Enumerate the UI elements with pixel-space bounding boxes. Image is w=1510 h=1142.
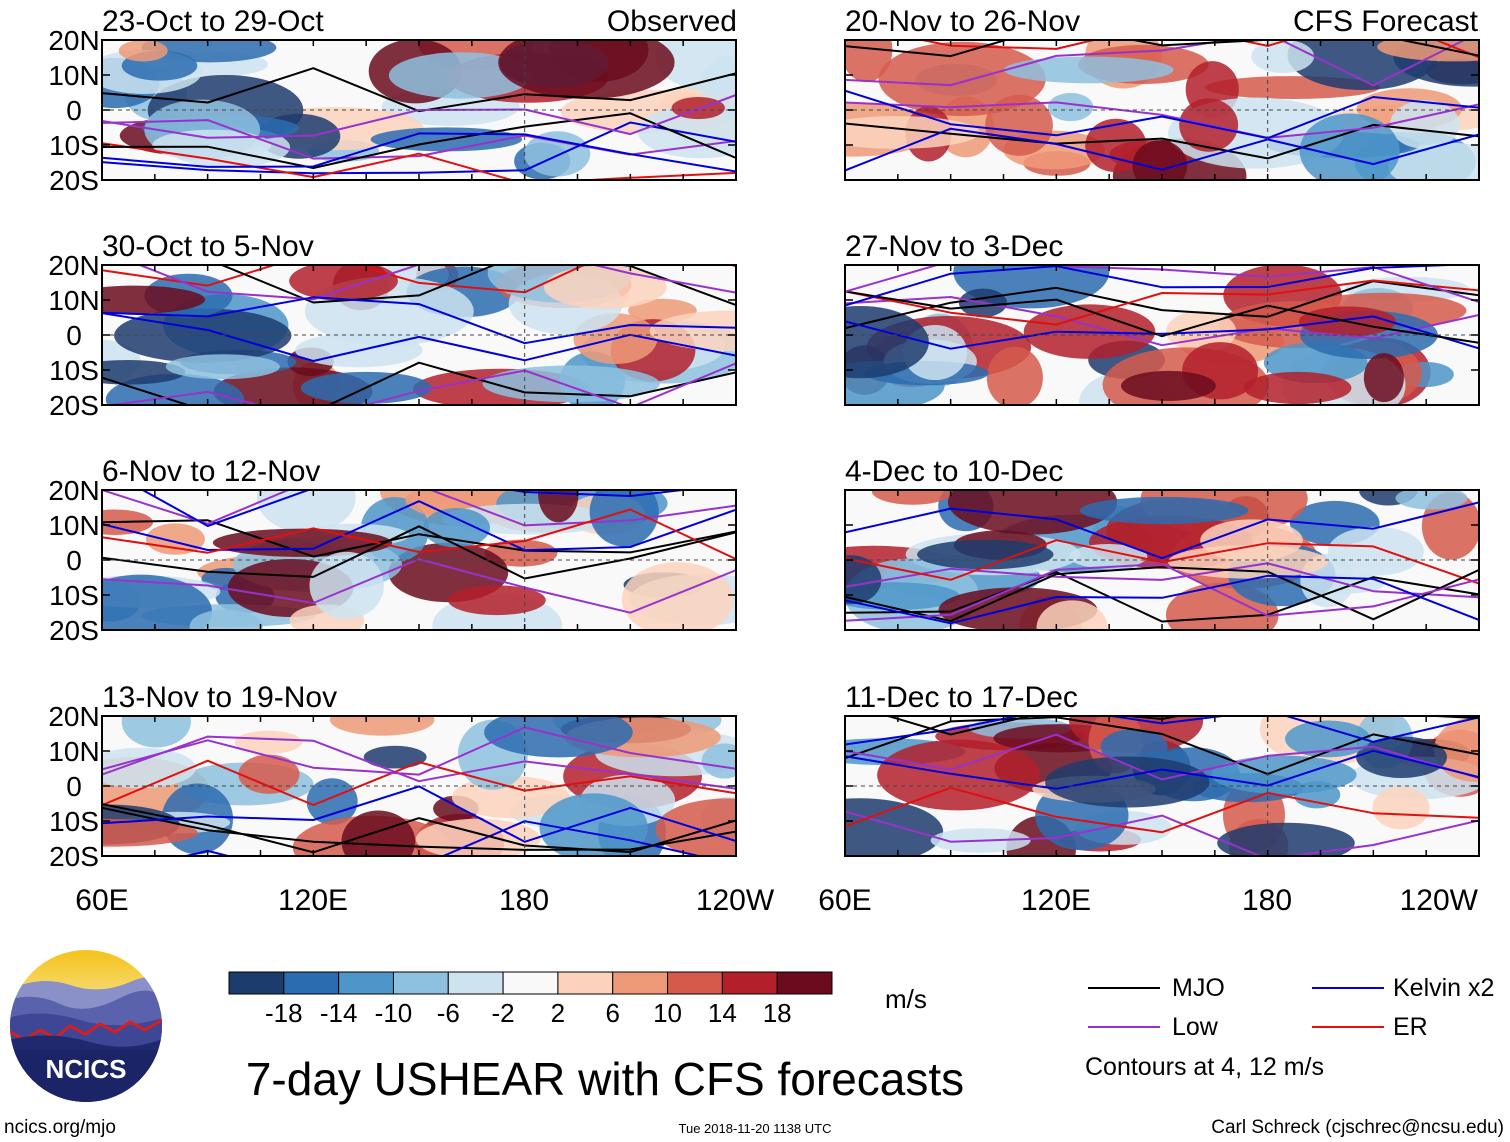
lon-tick-120e-left: 120E xyxy=(278,884,348,917)
panel-field xyxy=(845,265,1479,405)
lat-tick: 0 xyxy=(66,95,82,126)
legend-low-label: Low xyxy=(1172,1013,1219,1041)
lat-tick: 20N xyxy=(48,475,99,506)
lon-tick-180-left: 180 xyxy=(499,884,549,917)
colorbar-tick-label: 14 xyxy=(708,998,737,1028)
colorbar-swatch xyxy=(776,971,833,995)
lat-tick: 20S xyxy=(49,615,99,646)
colorbar-swatch xyxy=(502,971,559,995)
lon-tick-180-right: 180 xyxy=(1242,884,1292,917)
footer-timestamp: Tue 2018-11-20 1138 UTC xyxy=(679,1121,832,1136)
colorbar-swatch xyxy=(612,971,669,995)
panel-field xyxy=(102,716,736,856)
lat-tick: 0 xyxy=(66,771,82,802)
lon-tick-60e-left: 60E xyxy=(75,884,128,917)
colorbar-swatch xyxy=(283,971,340,995)
panel-right-2: 27-Nov to 3-Dec xyxy=(844,230,1480,406)
panel-title: 30-Oct to 5-Nov xyxy=(102,230,314,263)
panel-right-3: 4-Dec to 10-Dec xyxy=(844,455,1480,631)
colorbar-swatch xyxy=(392,971,449,995)
lon-axis-left: 60E 120E 180 120W xyxy=(75,884,775,917)
legend: MJO Kelvin x2 Low ER Contours at 4, 12 m… xyxy=(1085,974,1494,1081)
ncics-logo: NCICS xyxy=(10,950,162,1102)
colorbar-swatch xyxy=(447,971,504,995)
colorbar-tick-label: -14 xyxy=(320,998,358,1028)
colorbar-tick-label: 10 xyxy=(653,998,682,1028)
lat-tick: 10S xyxy=(49,580,99,611)
panel-field xyxy=(102,490,736,630)
lon-tick-120e-right: 120E xyxy=(1021,884,1091,917)
units-label: m/s xyxy=(885,984,927,1014)
lat-tick: 20S xyxy=(49,165,99,196)
colorbar-swatch xyxy=(557,971,614,995)
colorbar-tick-label: -10 xyxy=(375,998,413,1028)
lat-tick: 20S xyxy=(49,390,99,421)
lat-tick: 10S xyxy=(49,355,99,386)
lat-tick: 10N xyxy=(48,60,99,91)
panel-title: 11-Dec to 17-Dec xyxy=(845,681,1078,714)
lat-tick: 10N xyxy=(48,736,99,767)
legend-er-label: ER xyxy=(1393,1013,1428,1041)
legend-mjo-label: MJO xyxy=(1172,974,1225,1002)
panel-right-4: 11-Dec to 17-Dec xyxy=(844,681,1480,857)
panel-title: 20-Nov to 26-Nov xyxy=(845,5,1080,38)
colorbar-tick-label: 18 xyxy=(763,998,792,1028)
panel-title: 23-Oct to 29-Oct xyxy=(102,5,324,38)
lat-tick: 20N xyxy=(48,701,99,732)
colorbar-tick-label: -6 xyxy=(437,998,460,1028)
panel-field xyxy=(102,265,736,405)
colorbar-swatch xyxy=(721,971,778,995)
colorbar-tick-label: 2 xyxy=(551,998,565,1028)
lat-tick: 20N xyxy=(48,25,99,56)
lon-tick-120w-right: 120W xyxy=(1400,884,1479,917)
footer-author: Carl Schreck (cjschrec@ncsu.edu) xyxy=(1211,1117,1504,1138)
observed-label: Observed xyxy=(607,5,737,38)
legend-kelvin-label: Kelvin x2 xyxy=(1393,974,1494,1002)
colorbar-tick-label: -18 xyxy=(265,998,303,1028)
lon-tick-60e-right: 60E xyxy=(818,884,871,917)
panel-field xyxy=(102,40,736,180)
lon-axis-right: 60E 120E 180 120W xyxy=(818,884,1478,917)
lat-tick: 10S xyxy=(49,130,99,161)
panel-title: 27-Nov to 3-Dec xyxy=(845,230,1063,263)
colorbar-tick-label: 6 xyxy=(605,998,619,1028)
panel-field xyxy=(845,716,1479,856)
footer-url: ncics.org/mjo xyxy=(4,1117,116,1138)
colorbar-tick-label: -2 xyxy=(492,998,515,1028)
colorbar: -18 -14 -10 -6 -2 2 6 10 14 18 xyxy=(228,971,833,1028)
lat-tick: 20S xyxy=(49,841,99,872)
colorbar-swatch xyxy=(228,971,285,995)
lat-tick: 20N xyxy=(48,250,99,281)
panel-right-1: 20-Nov to 26-Nov xyxy=(844,5,1480,181)
lat-tick: 10N xyxy=(48,510,99,541)
cfs-forecast-label: CFS Forecast xyxy=(1293,5,1479,38)
logo-text: NCICS xyxy=(46,1054,127,1084)
panel-title: 4-Dec to 10-Dec xyxy=(845,455,1063,488)
panel-field xyxy=(845,40,1479,180)
main-title: 7-day USHEAR with CFS forecasts xyxy=(246,1053,964,1105)
lon-tick-120w-left: 120W xyxy=(696,884,775,917)
colorbar-swatch xyxy=(667,971,723,995)
contours-note: Contours at 4, 12 m/s xyxy=(1085,1053,1324,1081)
lat-tick: 0 xyxy=(66,545,82,576)
lat-tick: 0 xyxy=(66,320,82,351)
panel-title: 6-Nov to 12-Nov xyxy=(102,455,320,488)
lat-tick: 10N xyxy=(48,285,99,316)
panel-title: 13-Nov to 19-Nov xyxy=(102,681,337,714)
panel-field xyxy=(845,490,1479,630)
lat-tick: 10S xyxy=(49,806,99,837)
colorbar-swatch xyxy=(338,971,394,995)
